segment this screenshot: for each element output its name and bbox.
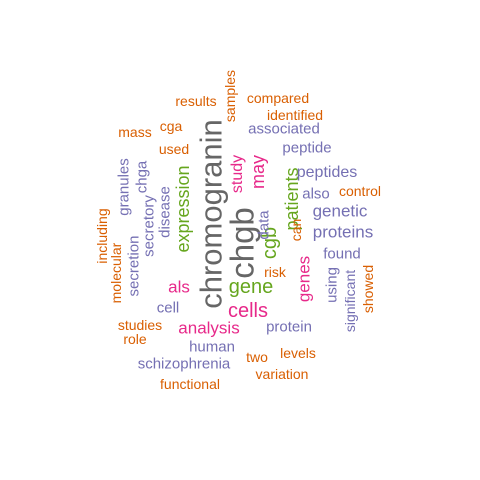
word-protein: protein xyxy=(266,318,312,336)
word-using: using xyxy=(323,267,341,303)
word-chga: chga xyxy=(133,160,151,194)
word-results: results xyxy=(175,93,217,109)
word-showed: showed xyxy=(360,264,376,314)
word-gene: gene xyxy=(228,276,274,298)
word-identified: identified xyxy=(266,107,324,123)
word-peptides: peptides xyxy=(296,164,358,181)
word-chromogranin: chromogranin xyxy=(193,119,229,309)
word-control: control xyxy=(338,183,382,199)
word-peptide: peptide xyxy=(282,139,332,157)
word-two: two xyxy=(246,349,268,365)
word-study: study xyxy=(229,154,246,194)
word-data: data xyxy=(255,210,273,240)
word-expression: expression xyxy=(173,165,193,253)
word-genetic: genetic xyxy=(312,201,368,221)
word-chgb: chgb xyxy=(223,207,261,279)
word-disease: disease xyxy=(156,186,174,238)
word-human: human xyxy=(189,338,235,356)
word-granules: granules xyxy=(115,158,133,216)
word-studies: studies xyxy=(117,317,163,333)
word-significant: significant xyxy=(342,269,358,333)
word-variation: variation xyxy=(255,366,309,382)
word-mass: mass xyxy=(118,124,152,140)
word-compared: compared xyxy=(246,90,310,106)
word-samples: samples xyxy=(222,69,238,123)
word-functional: functional xyxy=(160,376,220,392)
word-found: found xyxy=(323,245,361,263)
word-role: role xyxy=(123,331,147,347)
word-secretory: secretory xyxy=(140,195,158,257)
word-cells: cells xyxy=(227,300,269,322)
word-can: can xyxy=(288,218,304,242)
word-proteins: proteins xyxy=(312,222,374,242)
word-including: including xyxy=(94,208,110,264)
word-cell: cell xyxy=(156,299,180,317)
word-cga: cga xyxy=(159,118,183,134)
word-used: used xyxy=(158,141,190,157)
word-molecular: molecular xyxy=(108,242,124,304)
word-may: may xyxy=(248,154,268,190)
word-schizophrenia: schizophrenia xyxy=(137,355,231,373)
word-levels: levels xyxy=(280,345,316,361)
word-secretion: secretion xyxy=(125,235,143,297)
word-genes: genes xyxy=(294,255,314,303)
word-associated: associated xyxy=(248,120,320,138)
word-risk: risk xyxy=(264,264,286,280)
word-als: als xyxy=(168,277,190,297)
word-analysis: analysis xyxy=(178,318,240,338)
word-also: also xyxy=(302,185,330,203)
